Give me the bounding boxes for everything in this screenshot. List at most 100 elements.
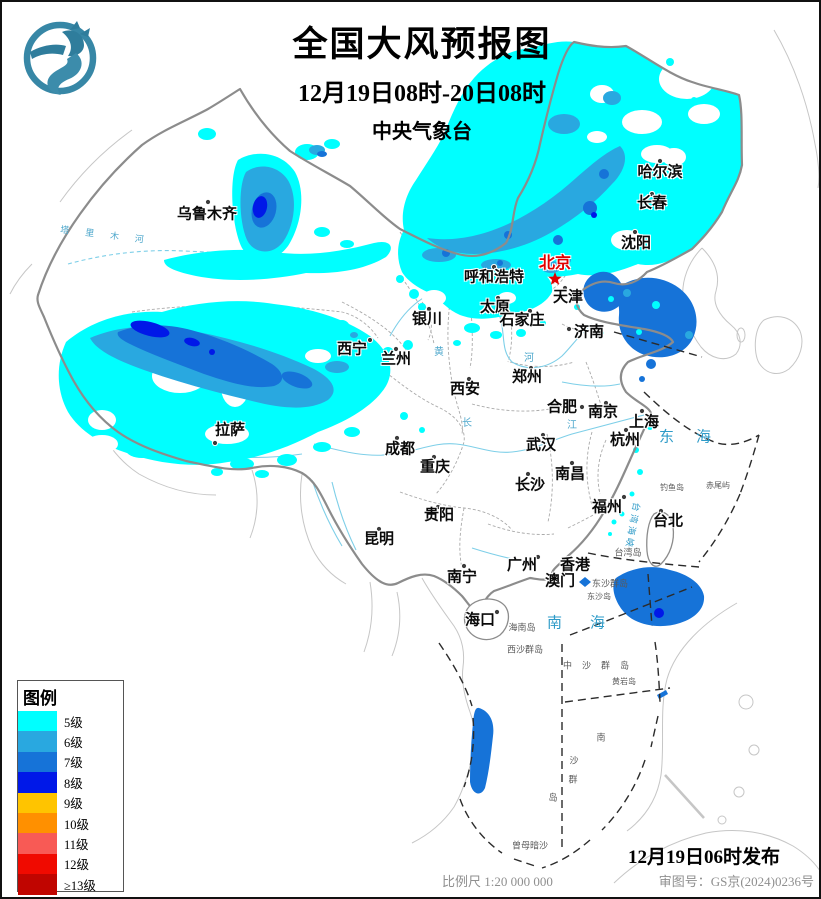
wind-areas-level8 xyxy=(130,196,664,618)
city-label: 台北 xyxy=(652,513,684,530)
legend-row: 9级 xyxy=(18,792,123,813)
city-marker xyxy=(657,507,665,515)
city-label: 拉萨 xyxy=(214,422,246,439)
city-marker xyxy=(568,459,576,467)
city-marker xyxy=(211,439,219,447)
legend-box: 图例 5级 6级 7级 8级 9级 10级 11级 12级 ≥13级 xyxy=(17,680,124,895)
city-label: 北京 xyxy=(538,255,572,272)
city-label: 沈阳 xyxy=(620,235,652,252)
wind-areas-specks xyxy=(574,58,736,536)
city-marker xyxy=(526,307,534,315)
city-marker xyxy=(648,190,656,198)
city-marker xyxy=(494,294,502,302)
foreign-outlines xyxy=(9,29,819,884)
isle-label: 曾母暗沙 xyxy=(511,840,549,851)
legend-label: 10级 xyxy=(64,817,90,832)
city-label: 长春 xyxy=(636,195,668,212)
legend-label: 8级 xyxy=(64,776,83,791)
city-marker xyxy=(631,228,639,236)
city-label: 澳门 xyxy=(544,573,576,590)
isle-label: 中沙群岛 xyxy=(562,660,640,671)
river-label: 黄 xyxy=(434,347,444,358)
city-label: 南京 xyxy=(587,404,619,421)
city-label: 南宁 xyxy=(446,569,478,586)
city-marker xyxy=(430,453,438,461)
city-label: 呼和浩特 xyxy=(463,269,525,286)
city-marker xyxy=(620,493,628,501)
city-label: 成都 xyxy=(384,441,416,458)
city-label: 乌鲁木齐 xyxy=(176,206,238,223)
city-marker xyxy=(366,336,374,344)
legend-swatch xyxy=(18,833,57,854)
city-marker xyxy=(204,198,212,206)
city-marker xyxy=(524,470,532,478)
city-marker xyxy=(534,553,542,561)
city-label: 南昌 xyxy=(554,466,586,483)
city-marker xyxy=(549,575,557,583)
city-label: 香港 xyxy=(559,557,591,574)
city-marker xyxy=(493,608,501,616)
legend-swatch xyxy=(18,792,57,813)
legend-row: 12级 xyxy=(18,853,123,875)
river-label: 长 xyxy=(462,418,472,429)
city-label: 上海 xyxy=(628,414,660,431)
legend-label: 7级 xyxy=(64,756,83,771)
sea-label: 东海 xyxy=(658,429,734,446)
legend-swatch xyxy=(18,874,57,895)
maritime-boundary xyxy=(438,331,760,869)
city-label: 西安 xyxy=(449,381,481,398)
legend-label: 6级 xyxy=(64,736,83,751)
city-label: 长沙 xyxy=(514,477,546,494)
river-label: 河 xyxy=(524,353,534,364)
isle-label: 南 xyxy=(596,732,606,743)
legend-label: 11级 xyxy=(64,838,89,853)
china-border xyxy=(36,40,744,612)
legend-swatch xyxy=(18,812,57,834)
city-marker xyxy=(460,562,468,570)
city-marker xyxy=(465,375,473,383)
sea-label: 南海 xyxy=(546,615,634,632)
isle-label: 西沙群岛 xyxy=(506,644,544,655)
city-label: 石家庄 xyxy=(499,312,545,329)
footer-info: 比例尺 1:20 000 000 审图号：GS京(2024)0236号 xyxy=(442,871,814,890)
city-label: 郑州 xyxy=(511,369,543,386)
city-label: 杭州 xyxy=(609,432,641,449)
city-label: 重庆 xyxy=(419,459,451,476)
city-marker xyxy=(548,272,562,285)
city-marker xyxy=(561,284,569,292)
agency-name: 中央气象台 xyxy=(371,121,472,143)
isle-label: 东沙岛 xyxy=(587,592,611,601)
city-label: 贵阳 xyxy=(423,507,455,524)
legend-swatch xyxy=(18,711,57,732)
legend-label: 12级 xyxy=(64,858,90,873)
valid-period: 12月19日08时-20日08时 xyxy=(297,81,546,107)
city-marker xyxy=(578,403,586,411)
page-title: 全国大风预报图 xyxy=(292,25,552,64)
title-block: 全国大风预报图 12月19日08时-20日08时 中央气象台 xyxy=(292,16,551,144)
legend-row: 6级 xyxy=(18,731,123,752)
isle-label: 台湾岛 xyxy=(614,547,642,558)
isle-label: 钓鱼岛 xyxy=(660,483,684,492)
city-label: 银川 xyxy=(411,311,443,328)
city-label: 昆明 xyxy=(363,531,395,548)
city-label: 广州 xyxy=(506,557,538,574)
city-marker xyxy=(602,399,610,407)
isle-label: 沙 xyxy=(569,755,579,766)
isle-label: 海南岛 xyxy=(508,622,536,633)
city-marker xyxy=(527,364,535,372)
isle-label: 黄岩岛 xyxy=(612,677,636,686)
city-marker xyxy=(434,503,442,511)
city-label: 海口 xyxy=(464,612,496,629)
map-scale: 比例尺 1:20 000 000 xyxy=(442,874,553,889)
legend-swatch xyxy=(18,772,57,793)
city-marker xyxy=(638,407,646,415)
city-marker xyxy=(539,431,547,439)
city-label: 济南 xyxy=(573,324,605,341)
legend-row: 10级 xyxy=(18,812,123,834)
city-label: 福州 xyxy=(591,499,623,516)
city-label: 太原 xyxy=(479,299,511,316)
city-marker xyxy=(565,325,573,333)
city-marker xyxy=(490,263,498,271)
